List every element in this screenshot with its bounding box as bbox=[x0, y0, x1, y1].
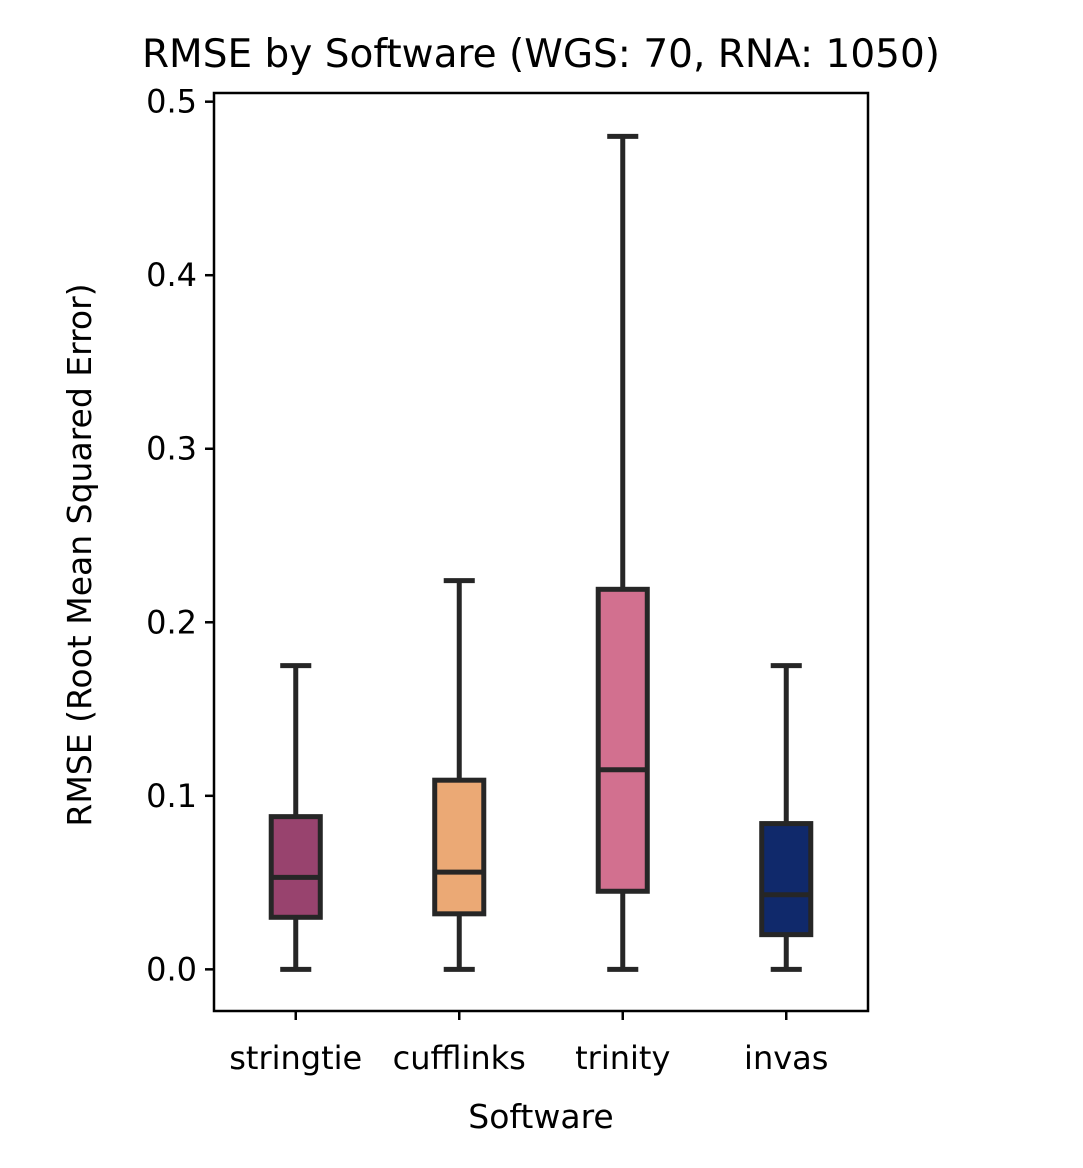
x-axis-label: Software bbox=[468, 1097, 613, 1136]
box-group-cufflinks bbox=[432, 578, 487, 972]
box-trinity bbox=[595, 586, 650, 894]
y-axis: 0.0 0.1 0.2 0.3 0.4 0.5 bbox=[146, 83, 214, 988]
chart-title: RMSE by Software (WGS: 70, RNA: 1050) bbox=[142, 32, 940, 77]
plot-area bbox=[268, 133, 814, 972]
x-tick-label-cufflinks: cufflinks bbox=[393, 1039, 526, 1077]
box-group-invas bbox=[759, 663, 814, 972]
x-tick-label-trinity: trinity bbox=[575, 1039, 670, 1077]
y-tick-label: 0.0 bbox=[146, 950, 197, 988]
box-group-trinity bbox=[595, 133, 650, 972]
plot-frame bbox=[212, 91, 870, 1013]
y-tick-label: 0.4 bbox=[146, 256, 197, 294]
y-tick-label: 0.5 bbox=[146, 83, 197, 121]
x-axis: stringtie cufflinks trinity invas bbox=[229, 1011, 828, 1077]
y-tick-label: 0.3 bbox=[146, 430, 197, 468]
x-tick-label-invas: invas bbox=[744, 1039, 828, 1077]
box-invas bbox=[759, 821, 814, 938]
box-cufflinks bbox=[432, 777, 487, 917]
x-tick-label-stringtie: stringtie bbox=[229, 1039, 362, 1077]
y-axis-label: RMSE (Root Mean Squared Error) bbox=[60, 283, 99, 826]
y-tick-label: 0.1 bbox=[146, 777, 197, 815]
box-stringtie bbox=[268, 814, 323, 920]
box-group-stringtie bbox=[268, 663, 323, 972]
y-tick-label: 0.2 bbox=[146, 603, 197, 641]
